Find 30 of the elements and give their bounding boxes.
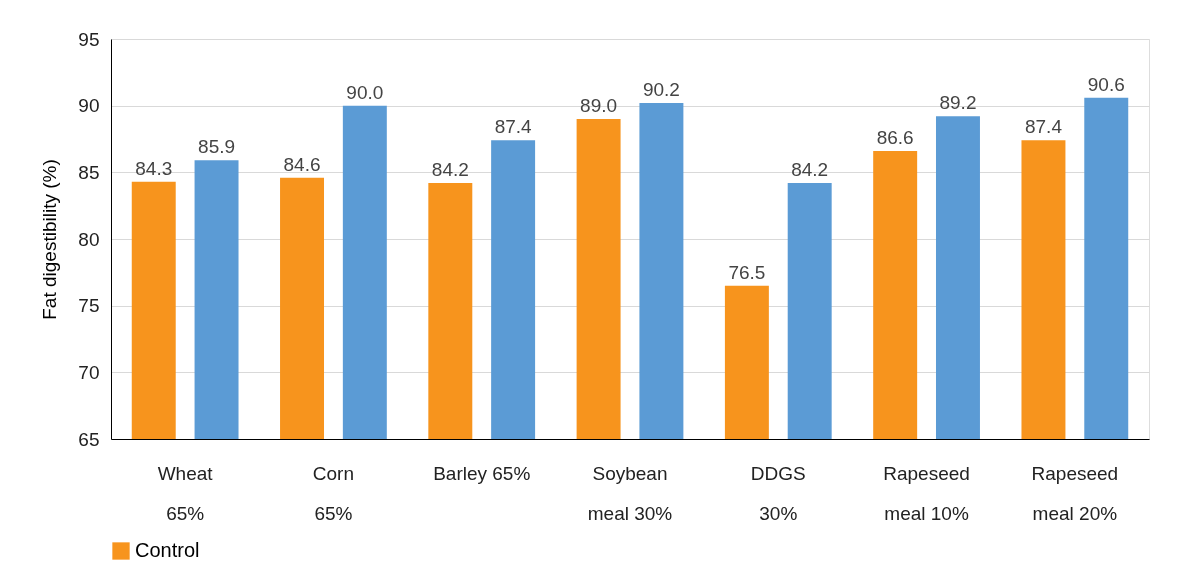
y-axis-title: Fat digestibility (%) <box>39 159 61 320</box>
y-tick-label: 75 <box>78 295 100 317</box>
y-tick-label: 65 <box>78 428 100 450</box>
data-label: 87.4 <box>1024 116 1063 138</box>
y-tick-label: 95 <box>78 28 100 50</box>
x-tick-label: DDGS 30% <box>750 462 806 524</box>
x-tick-label: Wheat 65% <box>157 462 214 524</box>
data-label: 86.6 <box>876 127 914 148</box>
data-label: 84.2 <box>791 159 829 180</box>
data-label: 90.6 <box>1087 73 1125 95</box>
y-tick-label: 80 <box>78 228 100 250</box>
y-tick-label: 70 <box>78 361 100 383</box>
data-label: 84.3 <box>135 157 173 179</box>
data-label: 90.0 <box>346 81 384 103</box>
x-tick-label: Barley 65% <box>433 462 531 484</box>
x-tick-label: Soybean meal 30% <box>587 462 673 524</box>
legend-label: Control <box>135 539 200 561</box>
data-label: 90.2 <box>642 79 680 100</box>
y-tick-label: 90 <box>78 95 100 117</box>
data-label: 76.5 <box>728 261 766 283</box>
x-tick-label: Corn 65% <box>312 462 355 524</box>
data-label: 87.4 <box>494 116 533 138</box>
data-label: 84.6 <box>283 153 321 175</box>
x-tick-label: Rapeseed meal 10% <box>883 462 970 524</box>
data-label: 84.2 <box>431 159 469 180</box>
y-tick-label: 85 <box>78 161 100 183</box>
data-label: 89.2 <box>939 92 977 114</box>
x-tick-label: Rapeseed meal 20% <box>1031 462 1119 524</box>
data-label: 89.0 <box>580 95 618 116</box>
data-label: 85.9 <box>198 136 236 158</box>
